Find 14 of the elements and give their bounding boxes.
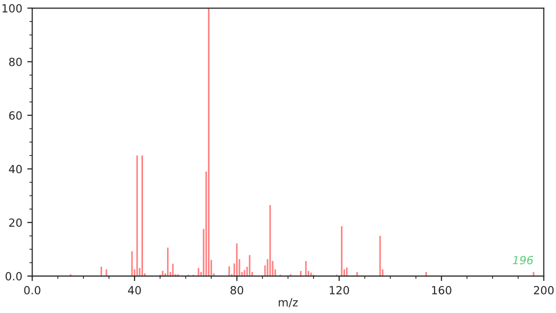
- y-tick-label: 60: [9, 111, 22, 120]
- x-tick-label: 40: [128, 286, 141, 294]
- x-tick-label: 0.0: [24, 286, 40, 294]
- y-tick-label: 20: [9, 218, 22, 227]
- annotation: 196: [512, 256, 534, 264]
- x-axis-title: m/z: [278, 298, 298, 308]
- y-tick-label: 0.0: [6, 272, 22, 280]
- y-tick-label: 100: [2, 4, 22, 13]
- y-tick-label: 80: [9, 58, 22, 66]
- x-tick-label: 80: [230, 286, 244, 294]
- x-tick-label: 160: [432, 286, 452, 294]
- x-tick-label: 120: [330, 286, 350, 294]
- x-tick-label: 200: [534, 286, 554, 294]
- y-tick-label: 40: [8, 164, 22, 174]
